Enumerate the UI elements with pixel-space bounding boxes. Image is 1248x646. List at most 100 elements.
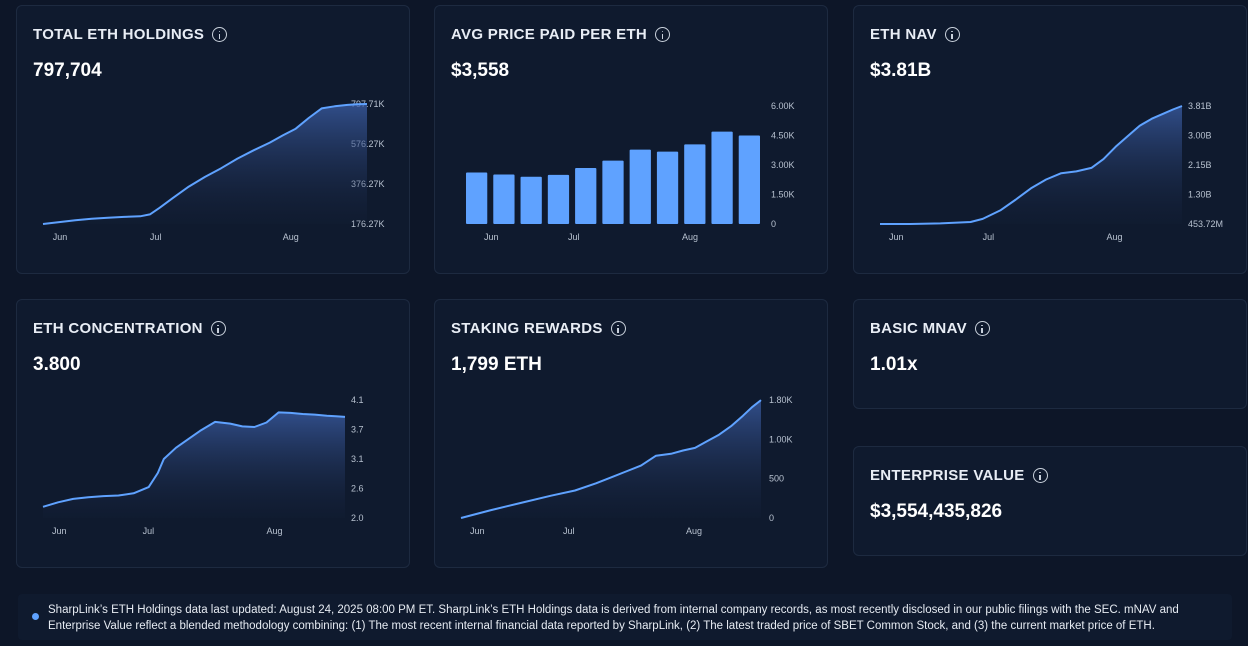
card-eth-nav: ETH NAV $3.81B 3.81B 3.00B 2.15B 1.30B 453.7… [853, 5, 1247, 274]
bullet-icon [32, 613, 39, 620]
y-tick-label: 3.7 [351, 425, 364, 435]
x-tick-label: Aug [682, 232, 698, 242]
card-title-label: ENTERPRISE VALUE [870, 467, 1025, 484]
card-basic-mnav: BASIC MNAV 1.01x [853, 299, 1247, 409]
card-title: ETH CONCENTRATION [33, 320, 226, 337]
x-tick-label: Jun [52, 526, 67, 536]
x-tick-label: Jul [150, 232, 162, 242]
bar [629, 149, 651, 224]
y-tick-label: 3.00K [771, 160, 795, 170]
bar [711, 131, 733, 224]
y-tick-label: 376.27K [351, 179, 385, 189]
y-tick-label: 4.50K [771, 131, 795, 141]
y-tick-label: 2.15B [1188, 160, 1212, 170]
series-line [880, 105, 1183, 225]
x-tick-label: Jul [563, 526, 575, 536]
footnote-text: SharpLink’s ETH Holdings data last updat… [48, 604, 1179, 632]
card-title-label: ETH CONCENTRATION [33, 320, 203, 337]
info-icon[interactable] [974, 321, 990, 336]
y-tick-label: 2.6 [351, 484, 364, 494]
total-eth-holdings-chart: 797.71K 576.27K 376.27K 176.27K Jun Jul Aug [42, 99, 385, 242]
card-total-eth-holdings: TOTAL ETH HOLDINGS 797,704 797.71K 576.27… [16, 5, 410, 274]
card-avg-price-paid: AVG PRICE PAID PER ETH $3,558 6.00K 4.50K… [434, 5, 828, 274]
y-tick-label: 1.00K [769, 434, 793, 444]
info-icon[interactable] [944, 27, 960, 42]
x-tick-label: Aug [1107, 232, 1123, 242]
card-value: $3,554,435,826 [870, 501, 1003, 522]
bar [493, 174, 515, 224]
info-icon[interactable] [210, 321, 226, 336]
y-tick-label: 453.72M [1188, 219, 1223, 229]
card-value: 797,704 [33, 60, 102, 81]
card-value: 1.01x [870, 354, 918, 375]
y-tick-label: 500 [769, 474, 784, 484]
bar [738, 135, 760, 224]
series-line [42, 103, 368, 225]
card-title-label: AVG PRICE PAID PER ETH [451, 26, 648, 43]
y-tick-label: 2.0 [351, 513, 364, 523]
y-tick-label: 0 [771, 219, 776, 229]
y-tick-label: 3.1 [351, 454, 364, 464]
area-fill [43, 104, 367, 224]
bar [656, 151, 679, 224]
card-value: 3.800 [33, 354, 81, 375]
bar [684, 144, 706, 224]
card-title: BASIC MNAV [870, 320, 990, 337]
y-tick-label: 176.27K [351, 219, 385, 229]
x-tick-label: Aug [686, 526, 702, 536]
x-tick-label: Jul [568, 232, 580, 242]
avg-price-paid-chart: 6.00K 4.50K 3.00K 1.50K 0 Jun Jul Aug [466, 101, 795, 242]
x-tick-label: Jun [470, 526, 485, 536]
info-icon[interactable] [610, 321, 626, 336]
eth-nav-chart: 3.81B 3.00B 2.15B 1.30B 453.72M Jun Jul Aug [880, 101, 1223, 242]
card-value: $3,558 [451, 60, 510, 81]
area-fill [880, 106, 1182, 224]
card-title: TOTAL ETH HOLDINGS [33, 26, 228, 43]
y-tick-label: 797.71K [351, 99, 385, 109]
card-title-label: TOTAL ETH HOLDINGS [33, 26, 205, 43]
card-enterprise-value: ENTERPRISE VALUE $3,554,435,826 [853, 446, 1247, 556]
x-tick-label: Jun [484, 232, 499, 242]
area-fill [43, 412, 345, 518]
y-tick-label: 3.81B [1188, 101, 1212, 111]
x-tick-label: Aug [266, 526, 282, 536]
bar [520, 176, 542, 224]
card-title-label: ETH NAV [870, 26, 937, 43]
y-tick-label: 3.00B [1188, 131, 1212, 141]
footnote: SharpLink’s ETH Holdings data last updat… [18, 594, 1232, 640]
x-tick-label: Jul [983, 232, 995, 242]
bar [466, 172, 488, 224]
card-value: $3.81B [870, 60, 932, 81]
x-tick-label: Jul [143, 526, 155, 536]
card-eth-concentration: ETH CONCENTRATION 3.800 4.1 3.7 3.1 2.6 2.0 J… [16, 299, 410, 568]
area-fill [461, 400, 761, 518]
info-icon[interactable] [655, 27, 671, 42]
y-tick-label: 6.00K [771, 101, 795, 111]
y-tick-label: 1.80K [769, 395, 793, 405]
card-title: ENTERPRISE VALUE [870, 467, 1048, 484]
x-tick-label: Jun [889, 232, 904, 242]
card-title-label: STAKING REWARDS [451, 320, 603, 337]
info-icon[interactable] [212, 27, 228, 42]
eth-concentration-chart: 4.1 3.7 3.1 2.6 2.0 Jun Jul Aug [42, 395, 364, 536]
y-tick-label: 0 [769, 513, 774, 523]
y-tick-label: 4.1 [351, 395, 364, 405]
card-title: ETH NAV [870, 26, 960, 43]
card-value: 1,799 ETH [451, 354, 542, 375]
staking-rewards-chart: 1.80K 1.00K 500 0 Jun Jul Aug [460, 395, 793, 536]
card-staking-rewards: STAKING REWARDS 1,799 ETH 1.80K 1.00K 500 0… [434, 299, 828, 568]
series-line [42, 411, 346, 508]
y-tick-label: 1.30B [1188, 190, 1212, 200]
card-title-label: BASIC MNAV [870, 320, 967, 337]
series-line [460, 399, 762, 519]
x-tick-label: Jun [53, 232, 68, 242]
bar [575, 167, 597, 224]
card-title: STAKING REWARDS [451, 320, 626, 337]
card-title: AVG PRICE PAID PER ETH [451, 26, 671, 43]
bar [602, 160, 624, 224]
info-icon[interactable] [1032, 468, 1048, 483]
y-tick-label: 576.27K [351, 139, 385, 149]
bar [547, 174, 570, 224]
y-tick-label: 1.50K [771, 190, 795, 200]
x-tick-label: Aug [283, 232, 299, 242]
